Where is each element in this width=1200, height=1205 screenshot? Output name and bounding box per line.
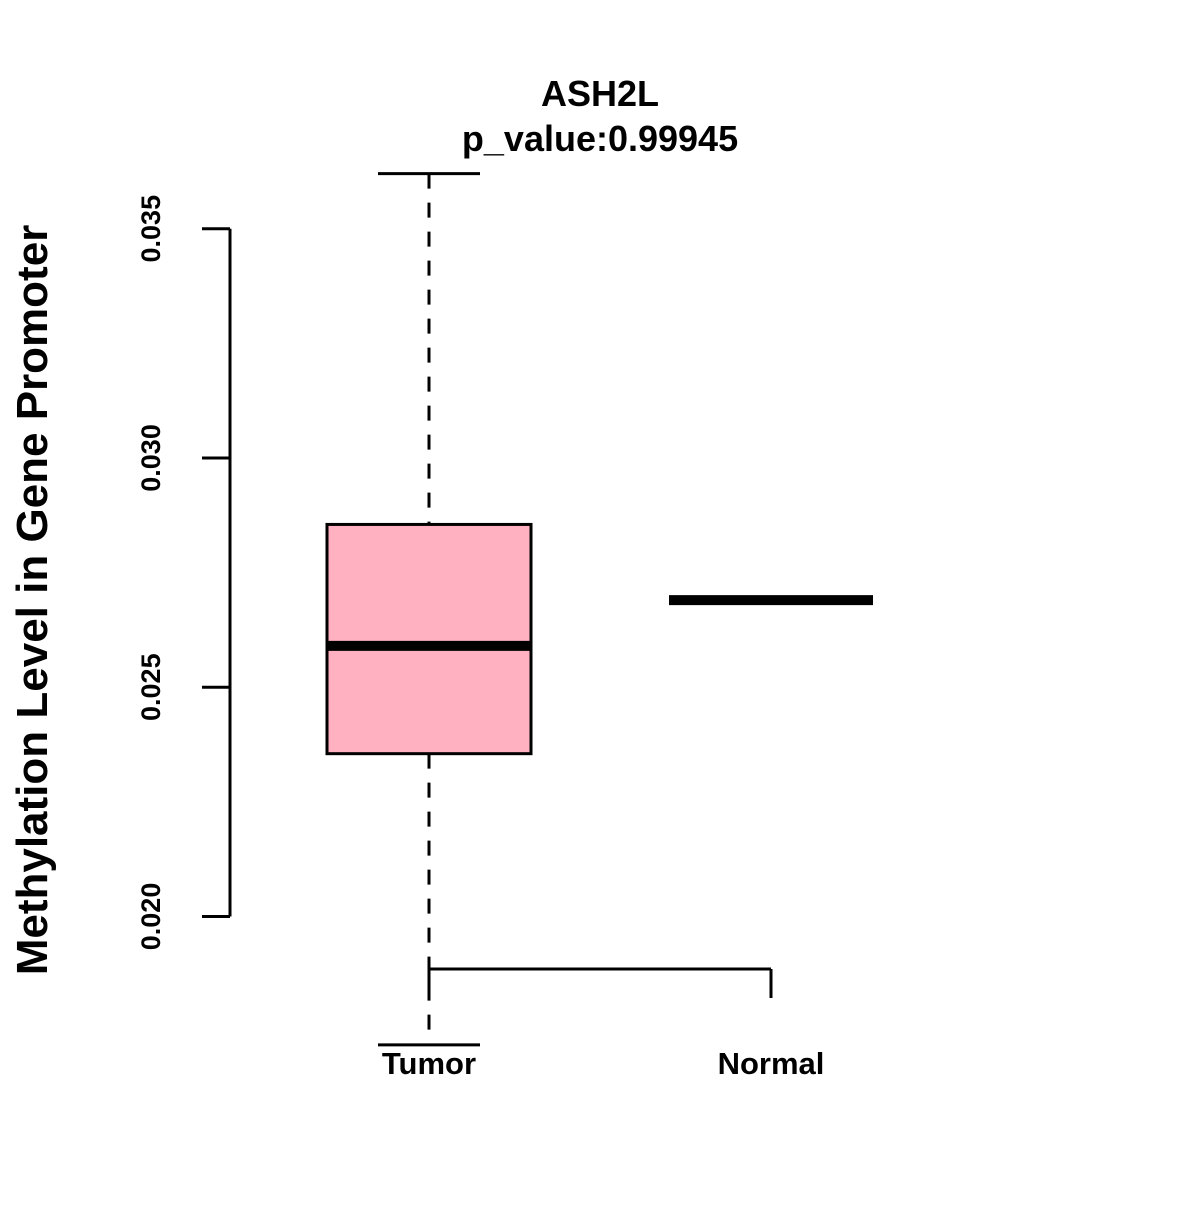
chart-title: ASH2L [541,73,659,114]
y-tick-label: 0.030 [136,424,166,492]
boxes-layer [325,172,873,1047]
box-iqr [325,522,533,756]
x-category-label: Normal [718,1046,825,1081]
y-tick-label: 0.035 [136,195,166,263]
y-axis-label: Methylation Level in Gene Promoter [8,225,57,976]
x-axis: Tumor Normal [382,967,825,1081]
chart-subtitle: p_value:0.99945 [462,118,738,159]
y-tick-label: 0.025 [136,653,166,721]
box-tumor [325,172,533,1047]
y-axis: 0.020 0.025 0.030 0.035 [136,195,232,951]
x-category-label: Tumor [382,1046,476,1081]
y-tick-label: 0.020 [136,883,166,951]
